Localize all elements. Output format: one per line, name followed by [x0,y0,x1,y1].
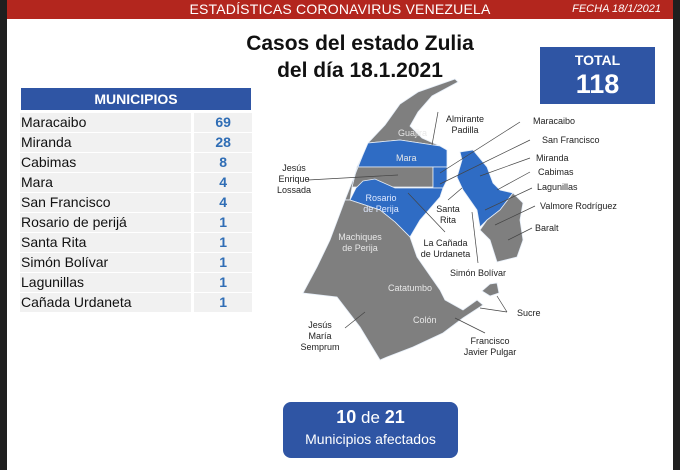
table-row: Maracaibo 69 [20,113,252,132]
leader-line [344,311,366,329]
total-box: TOTAL 118 [540,47,655,104]
page-title: Casos del estado Zulia del día 18.1.2021 [240,30,480,84]
label-machiques: Machiques de Perija [338,232,382,253]
municipio-name: San Francisco [20,193,192,212]
label-jesus-enrique-lossada: Jesús Enrique Lossada [276,163,312,195]
municipio-name: Maracaibo [20,113,192,132]
leader-line [407,192,446,233]
label-san-francisco: San Francisco [542,135,600,145]
leader-line [454,317,486,334]
total-value: 118 [575,69,620,99]
region-machiques-south [302,199,484,361]
title-line-1: Casos del estado Zulia [246,32,474,55]
label-maracaibo: Maracaibo [533,116,576,126]
municipio-name: Mara [20,173,192,192]
leader-line [496,295,508,313]
leader-line [479,157,531,177]
municipio-count: 4 [194,173,252,192]
label-sucre: Sucre [517,308,541,318]
region-west-margin [344,156,363,201]
leader-line [431,111,439,146]
leader-line [307,174,399,181]
label-baralt: Baralt [535,223,559,233]
frame-right [673,0,680,470]
table-row: Lagunillas 1 [20,273,252,292]
table-row: Santa Rita 1 [20,233,252,252]
municipio-count: 1 [194,213,252,232]
title-line-2: del día 18.1.2021 [277,59,443,82]
header-bar: ESTADÍSTICAS CORONAVIRUS VENEZUELA FECHA… [7,0,673,19]
label-santa-rita: Santa Rita [436,204,460,225]
affected-count: 10 [336,407,357,427]
total-label: TOTAL [574,52,621,68]
leader-line [447,187,463,201]
municipios-header: MUNICIPIOS [21,88,251,110]
label-jesus-maria-semprum: Jesús María Semprum [300,320,340,352]
municipio-name: Lagunillas [20,273,192,292]
header-title: ESTADÍSTICAS CORONAVIRUS VENEZUELA [189,1,491,17]
label-guajira: Guajira [398,128,428,138]
header-date: FECHA 18/1/2021 [572,3,661,15]
table-row: Cabimas 8 [20,153,252,172]
label-catatumbo: Catatumbo [388,283,433,293]
affected-label: Municipios afectados [305,431,436,447]
municipio-count: 69 [194,113,252,132]
leader-line [496,171,531,191]
region-maracaibo-sf [432,166,448,189]
municipios-table: Maracaibo 69 Miranda 28 Cabimas 8 Mara 4 San Fra… [20,113,252,313]
leader-line [439,121,521,174]
municipio-count: 1 [194,273,252,292]
table-row: Rosario de perijá 1 [20,213,252,232]
region-sucre-island [481,282,500,297]
municipio-name: Simón Bolívar [20,253,192,272]
municipio-count: 1 [194,233,252,252]
municipio-name: Miranda [20,133,192,152]
label-simon-bolivar: Simón Bolívar [450,268,507,278]
frame-left [0,0,7,470]
municipalities-total: 21 [384,407,405,427]
municipio-count: 8 [194,153,252,172]
leader-line [439,139,531,185]
table-row: Simón Bolívar 1 [20,253,252,272]
label-lagunillas: Lagunillas [537,182,578,192]
label-miranda: Miranda [536,153,569,163]
table-row: Cañada Urdaneta 1 [20,293,252,312]
table-row: San Francisco 4 [20,193,252,212]
label-colon: Colón [413,315,437,325]
municipio-name: Cañada Urdaneta [20,293,192,312]
affected-municipalities-box: 10 de 21 Municipios afectados [283,402,458,458]
municipio-count: 4 [194,193,252,212]
label-francisco-javier-pulgar: Francisco Javier Pulgar [463,336,517,357]
label-almirante-padilla: Almirante Padilla [445,114,484,135]
label-cabimas: Cabimas [538,167,574,177]
leader-line [471,211,479,264]
leader-lines [307,111,536,334]
municipio-count: 1 [194,253,252,272]
label-rosario: Rosario de Perija [363,193,399,214]
leader-line [479,307,508,313]
municipio-name: Rosario de perijá [20,213,192,232]
municipio-name: Santa Rita [20,233,192,252]
label-valmore-rodriguez: Valmore Rodríguez [540,201,617,211]
table-row: Miranda 28 [20,133,252,152]
table-row: Mara 4 [20,173,252,192]
label-mara: Mara [396,153,417,163]
municipio-count: 1 [194,293,252,312]
label-la-canada: La Cañada de Urdaneta [420,238,471,259]
municipio-count: 28 [194,133,252,152]
municipio-name: Cabimas [20,153,192,172]
affected-of: de [361,408,380,427]
affected-count-line: 10 de 21 [283,407,458,428]
leader-line [484,187,533,211]
leader-line [507,227,533,241]
region-valmore-baralt [479,192,524,263]
leader-line [494,205,536,226]
